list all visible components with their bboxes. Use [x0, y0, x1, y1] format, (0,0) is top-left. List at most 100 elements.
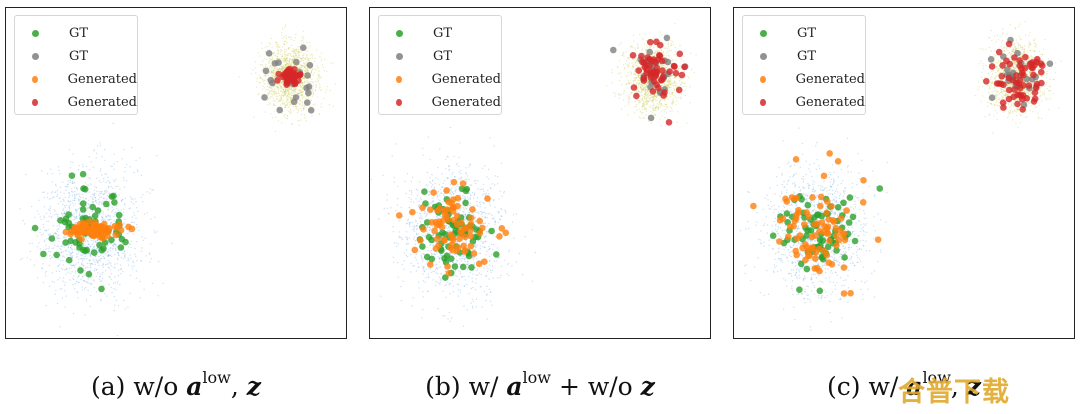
density-point [277, 86, 279, 88]
density-point [480, 213, 482, 216]
density-point [77, 297, 79, 299]
density-point [273, 70, 275, 72]
density-point [112, 179, 115, 181]
density-point [266, 99, 269, 101]
density-point [281, 32, 283, 34]
density-point [289, 62, 291, 65]
density-point [89, 255, 91, 257]
density-point [667, 98, 669, 100]
density-point [272, 90, 274, 93]
density-point [499, 190, 501, 192]
density-point [288, 36, 290, 38]
density-point [258, 93, 260, 95]
density-point [282, 88, 285, 91]
density-point [263, 58, 266, 60]
density-point [274, 90, 276, 93]
density-point [418, 266, 420, 268]
scatter-point [293, 58, 300, 66]
density-point [490, 188, 492, 190]
density-point [66, 235, 69, 238]
density-point [426, 230, 428, 233]
density-point [142, 201, 144, 203]
density-point [81, 257, 83, 259]
density-point [672, 84, 674, 86]
density-point [39, 248, 41, 250]
density-point [48, 233, 50, 236]
density-point [49, 205, 52, 208]
density-point [283, 61, 285, 63]
density-point [76, 187, 78, 190]
density-point [302, 77, 304, 79]
density-point [289, 52, 292, 55]
density-point [76, 253, 78, 255]
density-point [474, 289, 477, 291]
density-point [116, 251, 119, 254]
density-point [99, 260, 101, 262]
density-point [59, 288, 61, 290]
density-point [283, 90, 285, 93]
density-point [264, 111, 266, 113]
density-point [638, 84, 640, 87]
density-point [278, 93, 280, 95]
density-point [282, 95, 285, 97]
density-point [420, 215, 422, 217]
density-point [82, 279, 85, 282]
density-point [87, 207, 89, 209]
density-point [634, 49, 636, 51]
density-point [105, 253, 107, 255]
density-point [278, 68, 280, 70]
density-point [278, 94, 281, 97]
density-point [81, 264, 83, 266]
density-point [297, 108, 299, 111]
density-point [26, 257, 28, 259]
density-point [318, 73, 320, 76]
density-point [630, 92, 632, 95]
density-point [281, 102, 283, 104]
density-point [96, 202, 98, 204]
density-point [411, 305, 413, 307]
density-point [91, 201, 93, 203]
density-point [292, 89, 295, 91]
density-point [73, 213, 75, 215]
density-point [124, 171, 126, 173]
density-point [427, 276, 429, 278]
density-point [405, 231, 408, 233]
density-point [622, 53, 625, 55]
density-point [113, 288, 115, 290]
density-point [667, 42, 669, 44]
density-point [79, 198, 81, 200]
density-point [457, 295, 460, 297]
density-point [645, 110, 648, 112]
density-point [117, 209, 120, 211]
density-point [93, 195, 96, 197]
density-point [674, 46, 677, 49]
density-point [102, 213, 104, 215]
density-point [105, 181, 107, 184]
scatter-point [281, 70, 289, 77]
density-point [57, 215, 59, 218]
density-point [430, 186, 432, 188]
density-point [310, 54, 312, 56]
density-point [276, 87, 278, 89]
density-point [463, 196, 465, 198]
density-point [302, 68, 304, 71]
density-point [397, 276, 400, 278]
density-point [298, 93, 301, 95]
density-point [66, 185, 69, 188]
density-point [303, 42, 305, 44]
density-point [284, 90, 287, 92]
scatter-point [79, 229, 86, 236]
density-point [301, 65, 303, 67]
density-point [113, 309, 115, 312]
density-point [84, 213, 86, 215]
density-point [472, 259, 474, 261]
density-point [44, 272, 47, 274]
density-point [71, 190, 73, 193]
density-point [672, 98, 674, 100]
density-point [71, 264, 73, 266]
density-point [416, 227, 418, 230]
density-point [88, 168, 91, 171]
density-point [302, 35, 304, 38]
density-point [670, 83, 672, 86]
density-point [91, 262, 93, 265]
